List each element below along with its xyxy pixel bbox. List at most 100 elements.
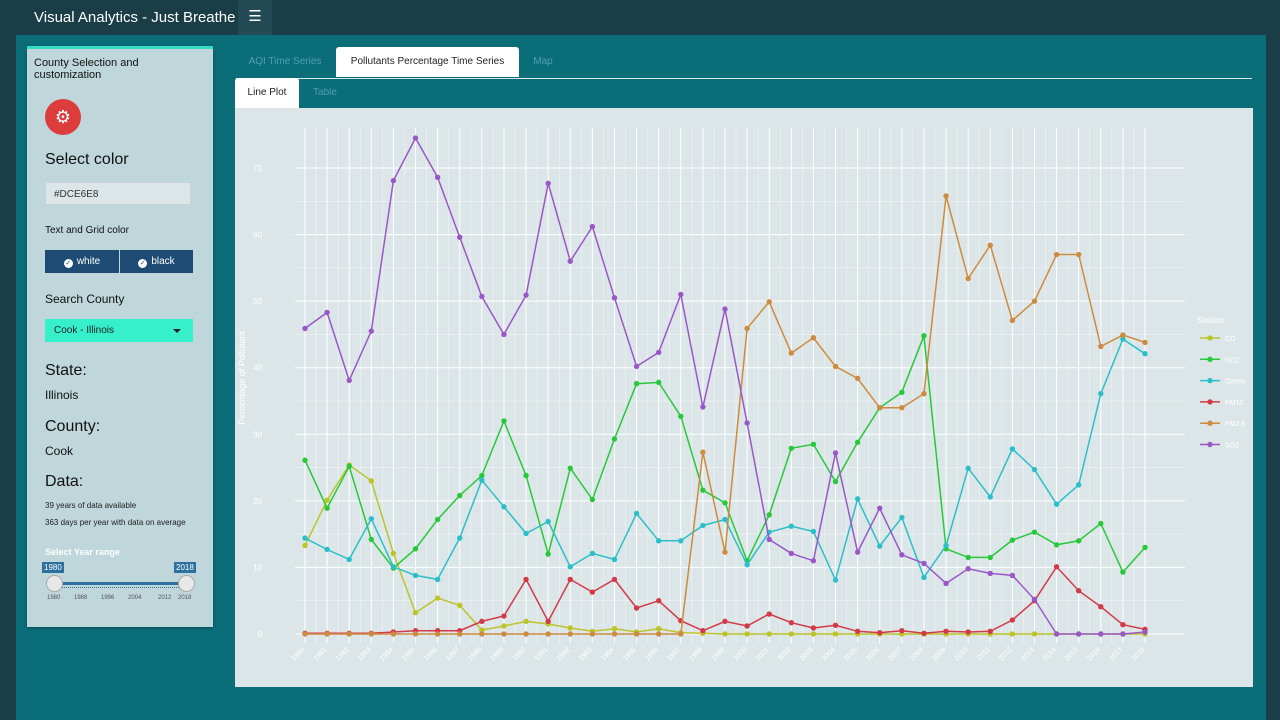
data-point bbox=[457, 234, 463, 240]
data-point bbox=[501, 623, 507, 629]
data-point bbox=[788, 445, 795, 451]
data-point bbox=[1120, 621, 1126, 628]
tab-pollutants-percentage[interactable]: Pollutants Percentage Time Series bbox=[336, 47, 519, 77]
data-point bbox=[611, 631, 618, 637]
data-point bbox=[545, 631, 551, 637]
line-chart: 0 10 20 30 40 50 60 70 1980 1981 1982 1983 1984 1985 1… bbox=[237, 128, 1246, 662]
x-tick-label: 1985 bbox=[401, 646, 417, 662]
data-point bbox=[744, 420, 750, 426]
data-point bbox=[457, 631, 463, 637]
x-tick-label: 2000 bbox=[733, 646, 749, 662]
year-range-label: Select Year range bbox=[45, 547, 120, 557]
data-point bbox=[390, 631, 397, 637]
data-point bbox=[324, 505, 330, 511]
data-point bbox=[700, 487, 706, 493]
data-point bbox=[368, 631, 375, 637]
y-tick-label: 70 bbox=[253, 164, 262, 173]
data-point bbox=[877, 505, 883, 511]
y-tick-label: 30 bbox=[253, 430, 262, 439]
days-per-year-text: 363 days per year with data on average bbox=[45, 518, 186, 527]
data-point bbox=[1075, 251, 1082, 258]
data-point bbox=[899, 404, 905, 411]
data-point bbox=[655, 379, 662, 386]
county-select[interactable]: Cook - Illinois bbox=[45, 319, 193, 342]
data-point bbox=[457, 492, 463, 499]
tab-line-plot[interactable]: Line Plot bbox=[235, 78, 299, 108]
data-point bbox=[655, 349, 662, 356]
data-point bbox=[1009, 317, 1016, 324]
x-tick-label: 2016 bbox=[1086, 646, 1102, 662]
chart-panel: 0 10 20 30 40 50 60 70 1980 1981 1982 1983 1984 1985 1… bbox=[235, 108, 1253, 687]
data-point bbox=[1098, 343, 1104, 350]
data-point bbox=[899, 514, 905, 521]
data-point bbox=[302, 631, 308, 637]
data-point bbox=[700, 449, 706, 455]
data-point bbox=[412, 609, 419, 616]
data-point bbox=[523, 530, 529, 537]
data-point bbox=[965, 275, 971, 282]
data-point bbox=[412, 631, 419, 637]
data-point bbox=[412, 546, 419, 552]
tab-table[interactable]: Table bbox=[313, 87, 337, 98]
slider-tick-label: 1980 bbox=[47, 595, 61, 601]
search-county-label: Search County bbox=[45, 292, 125, 306]
data-point bbox=[346, 463, 352, 469]
data-point bbox=[567, 465, 573, 471]
x-tick-label: 1989 bbox=[489, 646, 505, 662]
x-tick-label: 1996 bbox=[644, 646, 660, 662]
slider-handle-max[interactable] bbox=[178, 575, 195, 592]
data-point bbox=[611, 556, 618, 563]
color-input[interactable]: #DCE6E8 bbox=[45, 182, 191, 205]
tab-map[interactable]: Map bbox=[533, 56, 553, 67]
legend-title: Statistic bbox=[1197, 316, 1225, 325]
slider-handle-min[interactable] bbox=[46, 575, 63, 592]
data-point bbox=[1098, 631, 1104, 637]
data-point bbox=[744, 631, 750, 637]
tab-aqi-time-series[interactable]: AQI Time Series bbox=[248, 56, 322, 67]
data-point bbox=[545, 618, 551, 625]
data-point bbox=[700, 627, 706, 634]
y-tick-label: 50 bbox=[253, 297, 262, 306]
data-point bbox=[788, 550, 795, 557]
data-point bbox=[324, 546, 330, 553]
x-tick-label: 2018 bbox=[1130, 646, 1146, 662]
data-point bbox=[943, 628, 949, 635]
data-point bbox=[899, 552, 905, 558]
x-tick-label: 1995 bbox=[622, 646, 638, 662]
x-tick-label: 2015 bbox=[1064, 646, 1080, 662]
data-point bbox=[567, 631, 573, 637]
data-point bbox=[943, 580, 949, 587]
data-point bbox=[1142, 629, 1148, 635]
top-navbar: Visual Analytics - Just Breathe ☰ bbox=[16, 0, 1266, 35]
data-point bbox=[722, 516, 728, 523]
data-point bbox=[1009, 572, 1016, 579]
y-tick-label: 10 bbox=[253, 563, 262, 572]
data-point bbox=[1075, 538, 1082, 544]
x-tick-label: 1991 bbox=[534, 646, 550, 662]
data-point bbox=[810, 631, 817, 637]
data-point bbox=[633, 631, 640, 637]
legend-entry: PM2.5 bbox=[1225, 421, 1245, 428]
toggle-white-button[interactable]: ✓ white bbox=[45, 250, 119, 273]
data-point bbox=[434, 174, 441, 181]
data-point bbox=[678, 291, 684, 298]
toggle-black-button[interactable]: ✓ black bbox=[120, 250, 193, 273]
county-value: Cook bbox=[45, 444, 74, 458]
data-point bbox=[633, 380, 640, 387]
data-point bbox=[1098, 520, 1104, 527]
data-point bbox=[1053, 501, 1060, 507]
data-point bbox=[589, 631, 596, 637]
data-point bbox=[1053, 251, 1060, 258]
data-point bbox=[810, 528, 817, 535]
data-point bbox=[523, 472, 529, 479]
x-tick-label: 1984 bbox=[379, 646, 395, 662]
data-point bbox=[877, 629, 883, 636]
hamburger-icon[interactable]: ☰ bbox=[238, 0, 272, 35]
data-point bbox=[965, 465, 971, 471]
gear-icon[interactable]: ⚙ bbox=[45, 99, 81, 135]
data-point bbox=[523, 576, 529, 583]
data-point bbox=[1009, 446, 1016, 452]
chevron-down-icon bbox=[173, 329, 181, 333]
data-point bbox=[1120, 332, 1126, 338]
data-point bbox=[810, 558, 817, 564]
